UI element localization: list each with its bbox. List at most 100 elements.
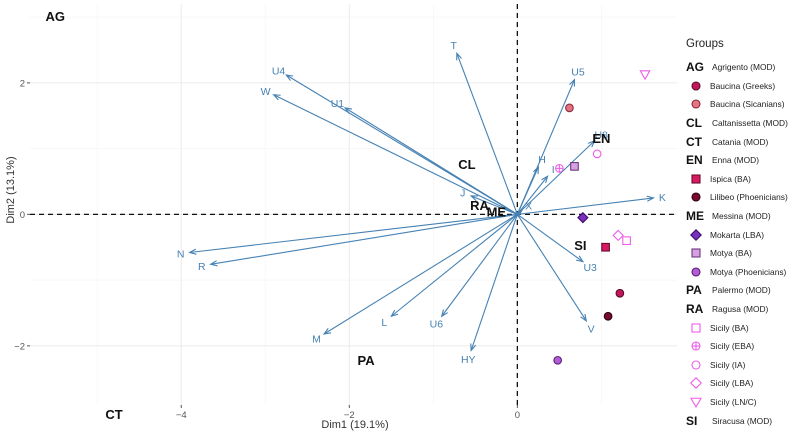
legend-marker [691,267,701,277]
legend-symbol [686,338,706,354]
legend-marker [691,81,701,91]
loading-arrows: T U5 U4W U1 U8 HI K J X N R M L U6 HY U3 V [177,40,666,366]
legend-label: Palermo (MOD) [712,285,771,296]
loading-label-K: K [659,192,666,204]
legend-symbol-graphic [690,228,702,241]
point-baucina-greeks- [615,288,625,298]
legend-symbol-graphic [691,81,701,91]
legend-marker [691,99,701,110]
x-tick-label: 0 [515,410,520,421]
loading-arrowhead-U4 [285,74,294,81]
loading-label-U1: U1 [331,98,345,110]
loading-label-U8: U8 [594,130,608,142]
loading-arrowhead-J [469,195,479,202]
legend-item-sicily-lba: Sicily (LBA) [686,374,808,393]
legend-symbol [686,96,706,112]
loading-label-M: M [312,334,321,346]
legend-item-mokarta-lba: Mokarta (LBA) [686,225,808,244]
point-baucina-sicanians- [565,103,574,113]
loading-arrowhead-U5 [569,78,576,87]
legend-item-sicily-eba: Sicily (EBA) [686,337,808,356]
loading-arrowhead-R [209,260,218,267]
loading-arrow-HY [470,214,518,351]
legend-item-sicily-ln-c: Sicily (LN/C) [686,393,808,412]
legend-marker [691,248,701,258]
legend-item-enna-mod: EN Enna (MOD) [686,151,808,170]
legend-label: Ispica (BA) [710,173,751,184]
loading-arrowhead-U6 [440,309,448,318]
group-label-ra: RA [470,198,489,213]
legend-symbol-graphic [691,267,701,277]
loading-arrowhead-T [456,51,462,61]
group-label-ct: CT [105,407,122,422]
legend-label: Sicily (LN/C) [710,396,757,407]
point-sicily-ba- [622,236,631,246]
legend-symbol [686,264,706,280]
loading-arrow-W [273,94,518,215]
legend-symbol-graphic [691,360,701,370]
point-sicily-ia- [592,149,602,159]
x-tick-label: −2 [344,410,355,421]
legend-label: Enna (MOD) [712,155,760,166]
group-label-si: SI [574,238,586,253]
legend-label: Messina (MOD) [712,211,771,222]
legend-item-ispica-ba: Ispica (BA) [686,170,808,189]
legend-label: Lilibeo (Phoenicians) [710,192,788,203]
legend-symbol [686,227,706,243]
legend-symbol-graphic [691,323,701,333]
legend-code: AG [686,60,704,75]
loading-label-U4: U4 [272,65,286,77]
x-axis-title: Dim1 (19.1%) [321,419,388,431]
legend-label: Motya (Phoenicians) [710,266,787,277]
loading-arrow-U6 [441,214,518,317]
point-mokarta-lba- [577,211,589,224]
legend-label: Caltanissetta (MOD) [712,118,788,129]
loading-arrow-H [516,166,539,215]
legend-label: Sicily (IA) [710,359,746,370]
legend-symbol [686,320,706,336]
loading-label-I: I [552,164,555,176]
legend-label: Baucina (Sicanians) [710,99,785,110]
loading-arrow-J [470,195,518,215]
legend-symbol-graphic [691,192,701,203]
legend-label: Sicily (EBA) [710,341,755,352]
legend-item-ragusa-mod: RA Ragusa (MOD) [686,300,808,319]
loading-label-U5: U5 [571,66,585,78]
loading-arrow-R [210,213,518,265]
loading-arrow-U8 [516,140,596,215]
reference-lines [30,4,677,405]
legend-item-caltanissetta-mod: CL Caltanissetta (MOD) [686,114,808,133]
loading-arrow-I [516,175,549,215]
group-label-cl: CL [458,157,475,172]
legend-symbol [686,245,706,261]
legend-symbol [686,189,706,205]
legend-label: Mokarta (LBA) [710,229,764,240]
legend-code: SI [686,413,698,428]
loading-arrowhead-U3 [575,255,585,263]
legend-marker [691,323,701,333]
legend-marker [691,360,701,370]
loading-arrowhead-L [390,309,399,318]
legend-item-baucina-greeks: Baucina (Greeks) [686,77,808,96]
legend-symbol-graphic [690,377,702,390]
legend-marker [690,377,702,390]
legend-item-catania-mod: CT Catania (MOD) [686,132,808,151]
legend-item-baucina-sicanians: Baucina (Sicanians) [686,95,808,114]
legend: Groups AG Agrigento (MOD) Baucina (Greeks)… [686,38,808,430]
legend-marker [691,174,701,184]
loading-label-X: X [525,201,532,213]
loading-arrow-K [517,197,654,215]
grid-lines [30,4,677,405]
y-tick-label: −2 [14,341,25,352]
legend-item-agrigento-mod: AG Agrigento (MOD) [686,58,808,77]
group-label-en: EN [592,131,610,146]
point-sicily-lba- [612,229,624,242]
legend-symbol [686,357,706,373]
loading-label-N: N [177,249,185,261]
point-lilibeo-phoenicians- [603,311,613,321]
loading-arrowhead-K [646,195,655,202]
legend-label: Baucina (Greeks) [710,80,776,91]
legend-symbol-graphic [690,397,702,409]
